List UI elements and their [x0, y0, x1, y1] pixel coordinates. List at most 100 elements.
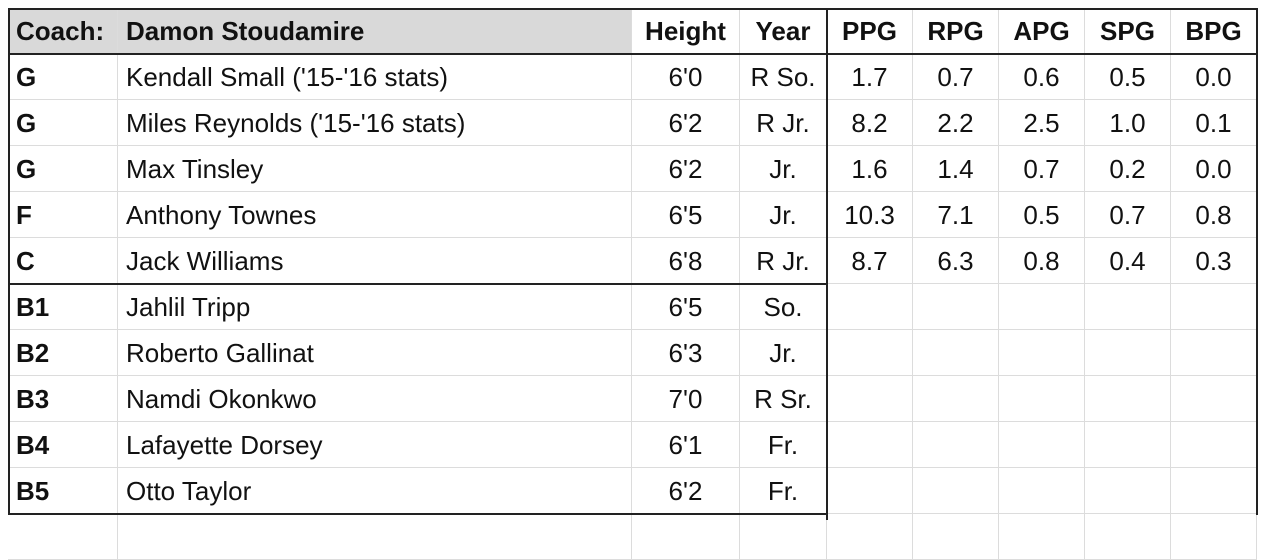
position: B1 — [8, 284, 118, 330]
empty-cell — [1085, 422, 1171, 468]
empty-cell — [632, 514, 740, 560]
empty-cell — [913, 514, 999, 560]
empty-cell — [827, 514, 913, 560]
empty-cell — [999, 284, 1085, 330]
empty-cell — [1171, 468, 1257, 514]
empty-cell — [913, 284, 999, 330]
empty-cell — [8, 514, 118, 560]
year: R Sr. — [740, 376, 827, 422]
apg: 0.7 — [999, 146, 1085, 192]
border — [826, 8, 828, 520]
empty-cell — [999, 468, 1085, 514]
player-name: Jahlil Tripp — [118, 284, 632, 330]
apg: 0.8 — [999, 238, 1085, 284]
rpg: 1.4 — [913, 146, 999, 192]
empty-cell — [1171, 422, 1257, 468]
height: 7'0 — [632, 376, 740, 422]
position: G — [8, 100, 118, 146]
bpg: 0.0 — [1171, 146, 1257, 192]
year: R Jr. — [740, 238, 827, 284]
empty-cell — [1085, 284, 1171, 330]
column-header: SPG — [1085, 8, 1171, 54]
coach-label: Coach: — [8, 8, 118, 54]
height: 6'1 — [632, 422, 740, 468]
empty-cell — [1085, 330, 1171, 376]
apg: 0.6 — [999, 54, 1085, 100]
ppg: 1.6 — [827, 146, 913, 192]
border — [8, 513, 828, 515]
ppg: 10.3 — [827, 192, 913, 238]
column-header: APG — [999, 8, 1085, 54]
empty-cell — [999, 514, 1085, 560]
player-name: Max Tinsley — [118, 146, 632, 192]
column-header: PPG — [827, 8, 913, 54]
bpg: 0.8 — [1171, 192, 1257, 238]
column-header: Height — [632, 8, 740, 54]
year: So. — [740, 284, 827, 330]
player-name: Jack Williams — [118, 238, 632, 284]
ppg: 8.2 — [827, 100, 913, 146]
spg: 1.0 — [1085, 100, 1171, 146]
column-header: BPG — [1171, 8, 1257, 54]
empty-cell — [1171, 376, 1257, 422]
empty-cell — [827, 422, 913, 468]
player-name: Lafayette Dorsey — [118, 422, 632, 468]
empty-cell — [999, 376, 1085, 422]
rpg: 0.7 — [913, 54, 999, 100]
height: 6'2 — [632, 146, 740, 192]
player-name: Namdi Okonkwo — [118, 376, 632, 422]
ppg: 1.7 — [827, 54, 913, 100]
empty-cell — [1085, 514, 1171, 560]
rpg: 6.3 — [913, 238, 999, 284]
player-name: Kendall Small ('15-'16 stats) — [118, 54, 632, 100]
spg: 0.2 — [1085, 146, 1171, 192]
height: 6'0 — [632, 54, 740, 100]
column-header: RPG — [913, 8, 999, 54]
empty-cell — [999, 422, 1085, 468]
player-name: Otto Taylor — [118, 468, 632, 514]
height: 6'2 — [632, 100, 740, 146]
year: Jr. — [740, 192, 827, 238]
empty-cell — [827, 468, 913, 514]
empty-cell — [913, 330, 999, 376]
empty-cell — [913, 376, 999, 422]
height: 6'5 — [632, 192, 740, 238]
empty-cell — [1171, 514, 1257, 560]
spg: 0.4 — [1085, 238, 1171, 284]
year: Fr. — [740, 422, 827, 468]
border — [8, 8, 10, 515]
page: {"header": {"coach_label": "Coach:", "co… — [8, 8, 1258, 560]
apg: 2.5 — [999, 100, 1085, 146]
bpg: 0.1 — [1171, 100, 1257, 146]
position: B3 — [8, 376, 118, 422]
position: F — [8, 192, 118, 238]
year: R So. — [740, 54, 827, 100]
border — [8, 8, 1258, 10]
empty-cell — [740, 514, 827, 560]
empty-cell — [913, 422, 999, 468]
player-name: Roberto Gallinat — [118, 330, 632, 376]
empty-cell — [1085, 468, 1171, 514]
year: Jr. — [740, 330, 827, 376]
position: G — [8, 54, 118, 100]
position: C — [8, 238, 118, 284]
empty-cell — [118, 514, 632, 560]
spreadsheet: Coach: Damon Stoudamire Height Year PPG RPG… — [8, 8, 1258, 560]
border — [8, 53, 1258, 55]
year: Jr. — [740, 146, 827, 192]
year: Fr. — [740, 468, 827, 514]
empty-cell — [827, 284, 913, 330]
empty-cell — [1171, 330, 1257, 376]
empty-cell — [827, 330, 913, 376]
position: B5 — [8, 468, 118, 514]
spg: 0.5 — [1085, 54, 1171, 100]
border — [1256, 8, 1258, 515]
height: 6'8 — [632, 238, 740, 284]
year: R Jr. — [740, 100, 827, 146]
position: G — [8, 146, 118, 192]
empty-cell — [1085, 376, 1171, 422]
border — [8, 283, 828, 285]
rpg: 7.1 — [913, 192, 999, 238]
bpg: 0.0 — [1171, 54, 1257, 100]
apg: 0.5 — [999, 192, 1085, 238]
